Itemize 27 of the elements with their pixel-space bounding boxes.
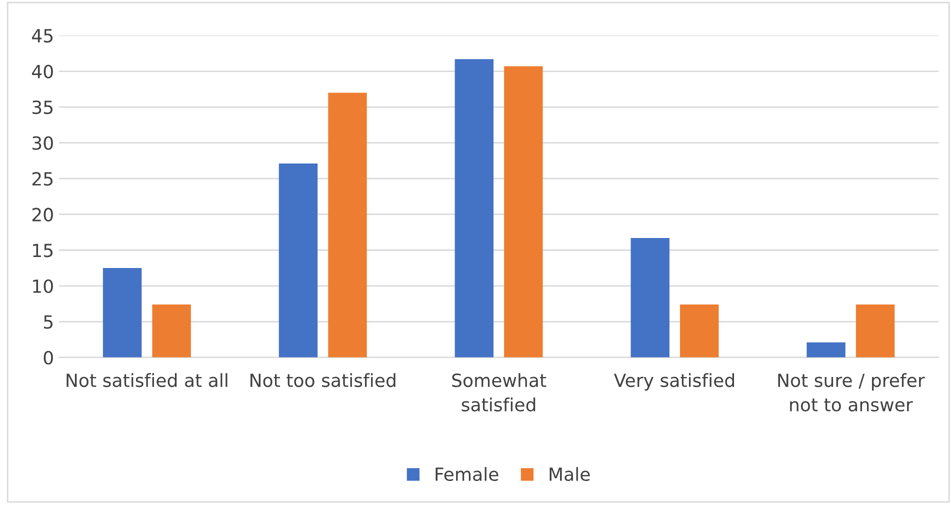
y-tick-label: 40 [32,64,53,78]
bar [856,304,895,358]
x-tick-label: Very satisfied [614,373,734,391]
bar [152,304,191,358]
bar [278,164,318,358]
bar [102,268,142,358]
y-tick-label: 15 [33,244,53,258]
y-tick-label: 25 [32,172,53,186]
y-tick-label: 10 [33,279,53,294]
legend-label: Female [436,467,498,482]
y-tick-label: 30 [32,136,53,150]
y-tick-label: 5 [44,315,53,329]
bar [328,92,367,358]
legend-label: Male [550,467,590,482]
bar [504,66,543,358]
bar [806,342,846,358]
x-tick-label: Somewhat satisfied [452,373,546,412]
y-tick-label: 35 [32,100,53,114]
y-tick-label: 45 [32,29,53,43]
x-tick-label: Not sure / prefer not to answer [778,373,925,412]
bar [680,304,719,358]
x-tick-label: Not too satisfied [250,373,396,388]
x-tick-label: Not satisfied at all [66,373,228,388]
y-tick-label: 20 [32,208,53,222]
bar [454,59,494,358]
bar [630,238,670,358]
y-tick-label: 0 [44,350,53,365]
